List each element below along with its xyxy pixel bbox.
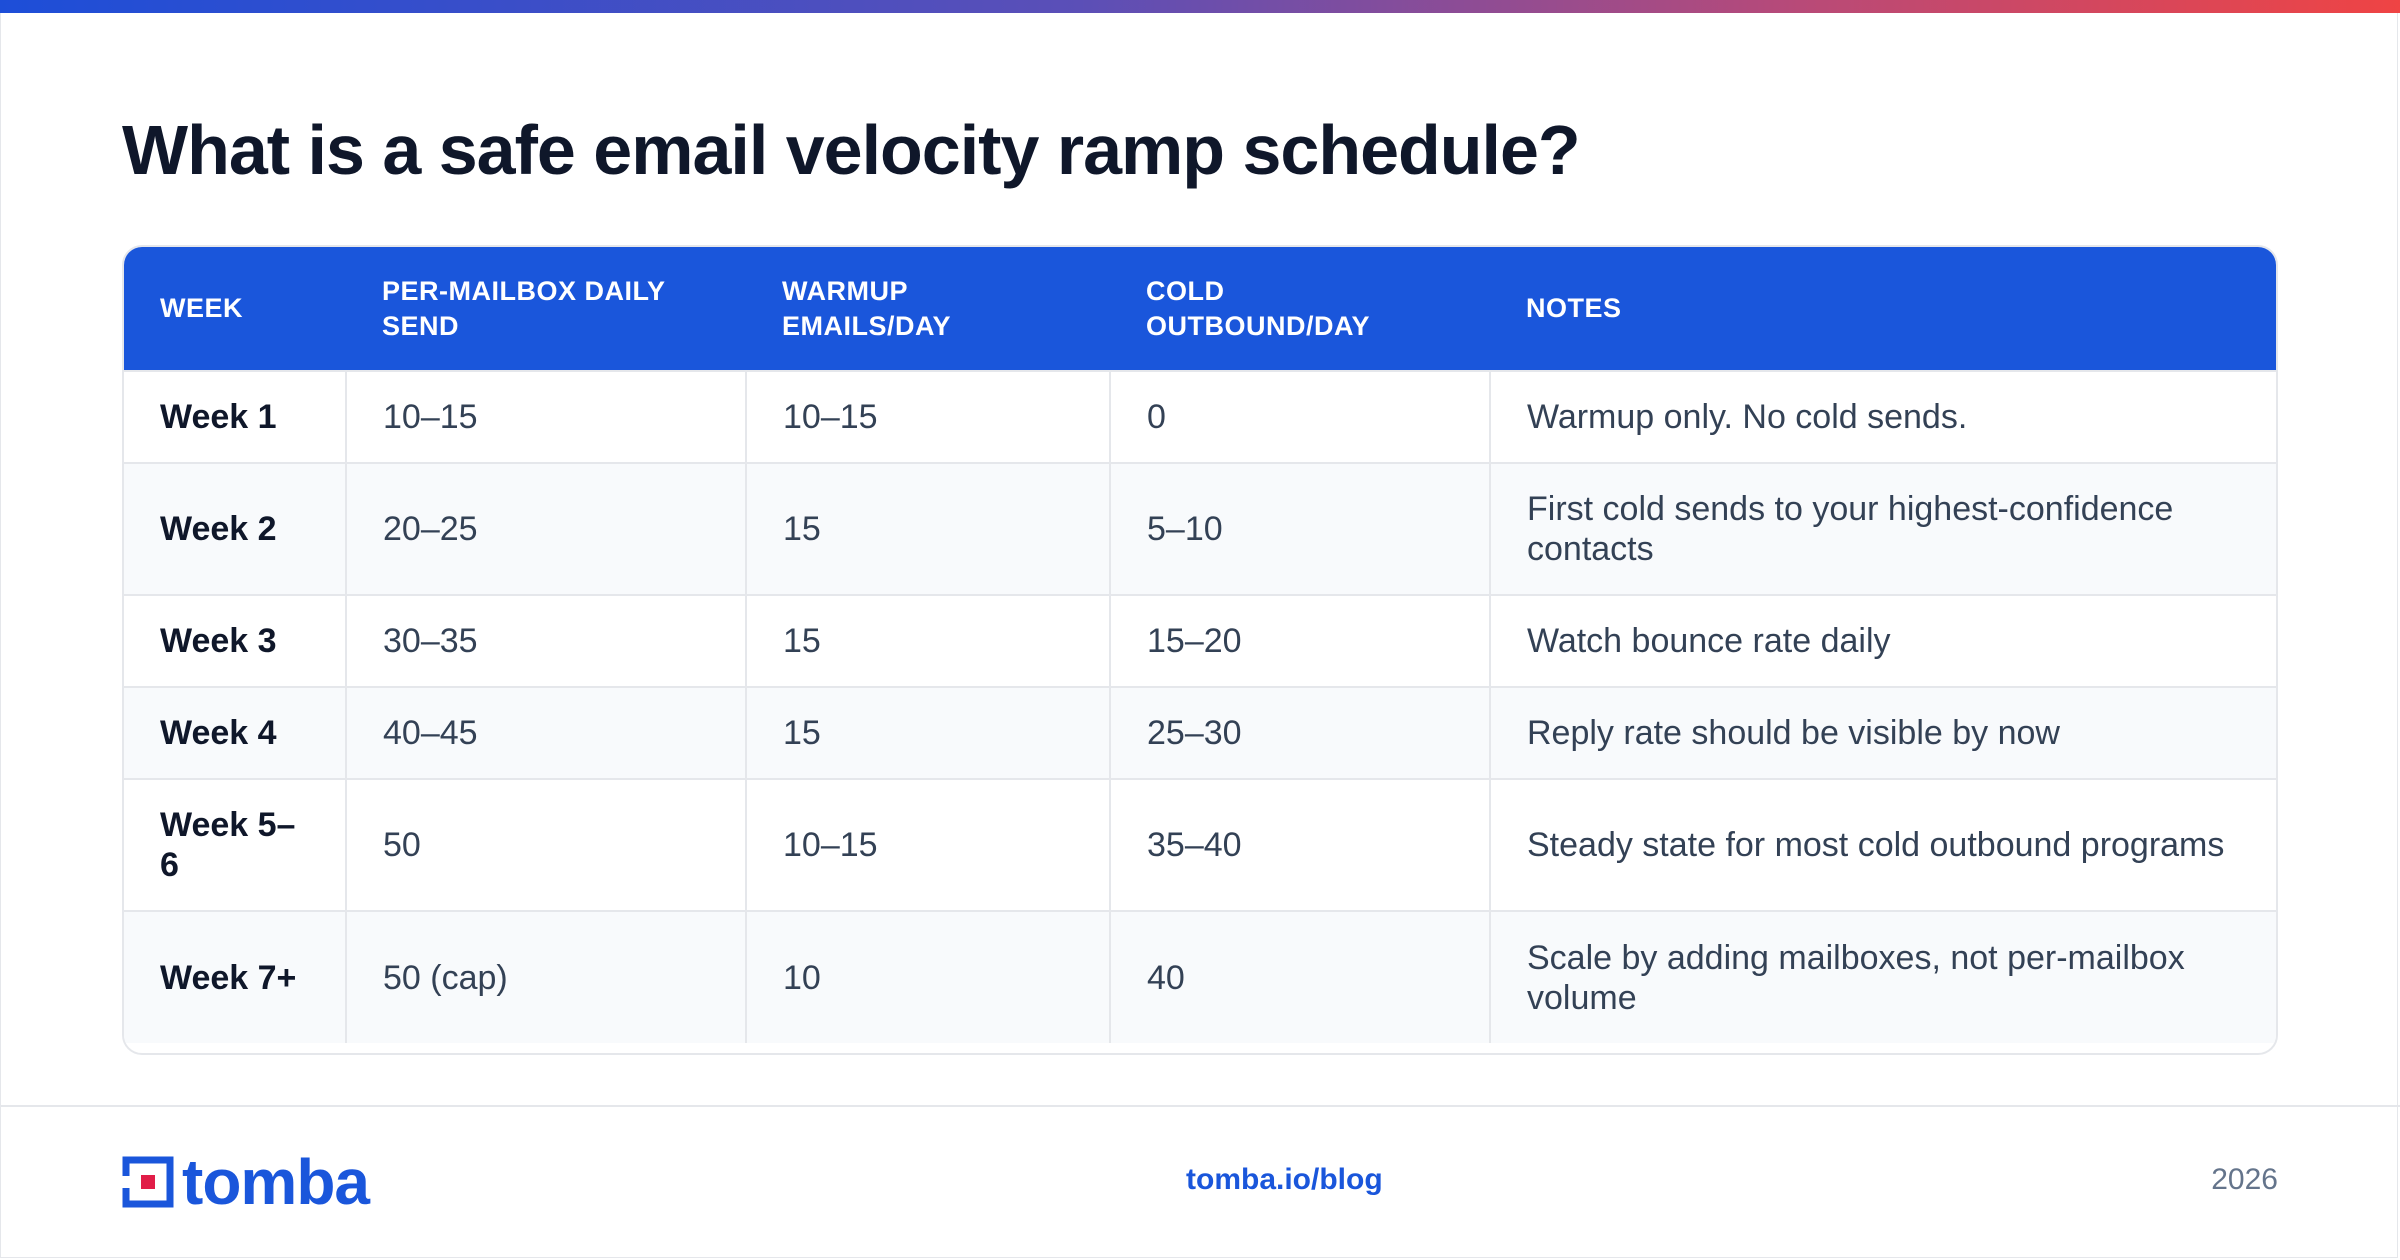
cell-daily-send: 50 xyxy=(345,778,746,911)
header-cold-outbound-day: COLD OUTBOUND/DAY xyxy=(1146,275,1371,341)
cell-cold-outbound: 5–10 xyxy=(1109,462,1490,595)
table-row: Week 4 40–45 15 25–30 Reply rate should … xyxy=(124,686,2276,779)
table-row: Week 7+ 50 (cap) 10 40 Scale by adding m… xyxy=(124,910,2276,1043)
cell-notes: Watch bounce rate daily xyxy=(1489,594,2276,687)
table-row: Week 1 10–15 10–15 0 Warmup only. No col… xyxy=(124,370,2276,463)
ramp-schedule-table: WEEK PER-MAILBOX DAILY SEND WARMUP EMAIL… xyxy=(122,245,2278,1055)
cell-week: Week 3 xyxy=(124,594,346,687)
cell-daily-send: 30–35 xyxy=(345,594,746,687)
cell-cold-outbound: 25–30 xyxy=(1109,686,1490,779)
cell-warmup: 15 xyxy=(745,462,1110,595)
header-per-mailbox-daily-send: PER-MAILBOX DAILY SEND xyxy=(382,275,666,341)
cell-warmup: 10 xyxy=(745,910,1110,1043)
cell-daily-send: 10–15 xyxy=(345,370,746,463)
tomba-logo[interactable]: tomba xyxy=(122,1146,370,1218)
cell-daily-send: 50 (cap) xyxy=(345,910,746,1043)
table-header-row: WEEK PER-MAILBOX DAILY SEND WARMUP EMAIL… xyxy=(124,247,2276,371)
tomba-mark-icon xyxy=(122,1156,174,1208)
cell-cold-outbound: 0 xyxy=(1109,370,1490,463)
cell-cold-outbound: 15–20 xyxy=(1109,594,1490,687)
cell-week: Week 5–6 xyxy=(124,778,346,911)
footer-year: 2026 xyxy=(2211,1163,2278,1196)
page-title: What is a safe email velocity ramp sched… xyxy=(122,111,1581,189)
cell-week: Week 4 xyxy=(124,686,346,779)
cell-notes: First cold sends to your highest-confide… xyxy=(1489,462,2276,595)
cell-warmup: 10–15 xyxy=(745,778,1110,911)
footer-divider xyxy=(0,1105,2400,1107)
cell-warmup: 15 xyxy=(745,594,1110,687)
cell-week: Week 1 xyxy=(124,370,346,463)
gradient-top-bar xyxy=(0,0,2400,13)
header-warmup-emails-day: WARMUP EMAILS/DAY xyxy=(782,275,952,341)
cell-warmup: 15 xyxy=(745,686,1110,779)
blog-link[interactable]: tomba.io/blog xyxy=(1186,1163,1383,1196)
table-row: Week 5–6 50 10–15 35–40 Steady state for… xyxy=(124,778,2276,911)
cell-daily-send: 20–25 xyxy=(345,462,746,595)
table-row: Week 2 20–25 15 5–10 First cold sends to… xyxy=(124,462,2276,595)
cell-notes: Steady state for most cold outbound prog… xyxy=(1489,778,2276,911)
cell-warmup: 10–15 xyxy=(745,370,1110,463)
header-week: WEEK xyxy=(160,293,243,323)
cell-daily-send: 40–45 xyxy=(345,686,746,779)
cell-cold-outbound: 35–40 xyxy=(1109,778,1490,911)
cell-notes: Scale by adding mailboxes, not per-mailb… xyxy=(1489,910,2276,1043)
cell-week: Week 7+ xyxy=(124,910,346,1043)
cell-notes: Warmup only. No cold sends. xyxy=(1489,370,2276,463)
cell-cold-outbound: 40 xyxy=(1109,910,1490,1043)
logo-wordmark: tomba xyxy=(182,1146,370,1218)
cell-week: Week 2 xyxy=(124,462,346,595)
cell-notes: Reply rate should be visible by now xyxy=(1489,686,2276,779)
header-notes: NOTES xyxy=(1526,293,1622,323)
table-row: Week 3 30–35 15 15–20 Watch bounce rate … xyxy=(124,594,2276,687)
